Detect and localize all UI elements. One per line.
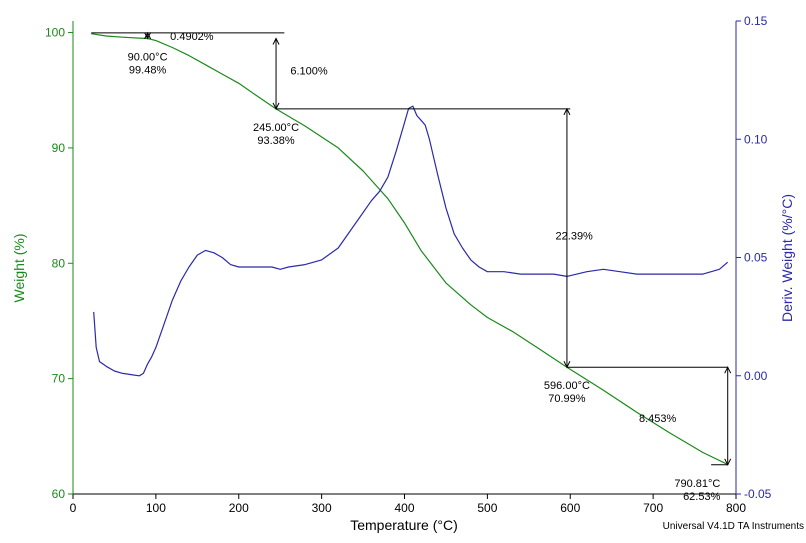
point-value-label-line: 790.81°C <box>674 478 720 490</box>
x-tick-label: 100 <box>146 501 166 515</box>
arrowhead <box>272 102 280 111</box>
point-value-label: 596.00°C 70.99% <box>544 380 590 405</box>
point-value-label-line: 596.00°C <box>544 380 590 392</box>
x-tick-label: 500 <box>477 501 497 515</box>
arrowhead <box>563 107 571 116</box>
point-value-label-line: 99.48% <box>129 65 167 77</box>
point-value-label: 790.81°C 62.53% <box>674 478 720 503</box>
arrowhead <box>724 366 732 374</box>
x-tick-label: 0 <box>70 501 77 515</box>
point-value-label-line: 62.53% <box>683 491 721 503</box>
y-tick-label-left: 90 <box>52 141 66 155</box>
arrowhead <box>272 37 280 45</box>
step-percent-label: 0.4902% <box>170 31 214 43</box>
y-tick-label-left: 70 <box>52 372 66 386</box>
software-credit: Universal V4.1D TA Instruments <box>663 521 804 532</box>
x-tick-label: 800 <box>726 501 746 515</box>
point-value-label-line: 90.00°C <box>128 52 168 64</box>
series-layer <box>91 33 729 466</box>
y-tick-label-right: 0.05 <box>744 251 768 265</box>
y-tick-label-right: 0.00 <box>744 369 768 383</box>
point-value-label: 90.00°C 99.48% <box>128 52 168 77</box>
x-tick-label: 600 <box>560 501 580 515</box>
arrowhead <box>144 32 152 40</box>
y-tick-label-left: 60 <box>52 487 66 501</box>
y-tick-label-left: 80 <box>52 256 66 270</box>
axes-frame <box>72 21 737 495</box>
x-axis-label: Temperature (°C) <box>350 517 458 533</box>
x-tick-label: 200 <box>229 501 249 515</box>
tick-layer: 0 100 200 300 400 500 600 700 800 60 70 80 90 100 -0.0… <box>45 14 772 515</box>
x-tick-label: 700 <box>643 501 663 515</box>
arrowhead <box>724 458 732 466</box>
arrowhead <box>563 360 571 369</box>
derivative-weight-line <box>93 105 729 377</box>
point-value-label: 245.00°C 93.38% <box>253 122 299 147</box>
step-annotation-layer <box>91 31 732 466</box>
y-tick-label-right: -0.05 <box>744 487 772 501</box>
weight-line <box>91 33 729 466</box>
y-tick-label-left: 100 <box>45 26 65 40</box>
x-tick-label: 300 <box>312 501 332 515</box>
y-tick-label-right: 0.15 <box>744 14 768 28</box>
annotation-label-layer: 0.4902% 6.100% 22.39% 8.453% 90.00°C 99.48% 24… <box>128 31 721 503</box>
point-value-label-line: 70.99% <box>548 393 586 405</box>
x-tick-label: 400 <box>394 501 414 515</box>
step-percent-label: 6.100% <box>290 66 328 78</box>
y-axis-label-left: Weight (%) <box>11 234 27 303</box>
point-value-label-line: 245.00°C <box>253 122 299 134</box>
step-percent-label: 8.453% <box>639 413 677 425</box>
y-tick-label-right: 0.10 <box>744 132 768 146</box>
step-percent-label: 22.39% <box>556 231 594 243</box>
arrowhead <box>144 31 152 40</box>
y-axis-label-right: Deriv. Weight (%/°C) <box>779 194 795 322</box>
point-value-label-line: 93.38% <box>257 135 295 147</box>
